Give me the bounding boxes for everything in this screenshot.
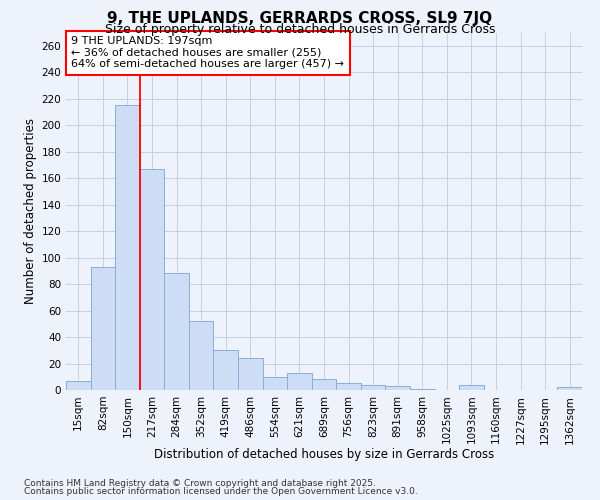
Bar (410, 388, 434, 390)
Bar (66, 380, 91, 390)
Bar (115, 106, 140, 390)
Bar (238, 358, 263, 390)
Text: Contains public sector information licensed under the Open Government Licence v3: Contains public sector information licen… (24, 487, 418, 496)
Bar (312, 380, 336, 390)
Bar (263, 377, 287, 390)
Bar (459, 384, 484, 390)
Text: 9, THE UPLANDS, GERRARDS CROSS, SL9 7JQ: 9, THE UPLANDS, GERRARDS CROSS, SL9 7JQ (107, 11, 493, 26)
Bar (361, 384, 385, 390)
Bar (287, 373, 312, 390)
Text: 9 THE UPLANDS: 197sqm
← 36% of detached houses are smaller (255)
64% of semi-det: 9 THE UPLANDS: 197sqm ← 36% of detached … (71, 36, 344, 70)
Text: Size of property relative to detached houses in Gerrards Cross: Size of property relative to detached ho… (105, 22, 495, 36)
Bar (189, 321, 214, 390)
Y-axis label: Number of detached properties: Number of detached properties (24, 118, 37, 304)
Bar (385, 386, 410, 390)
Bar (336, 384, 361, 390)
Bar (214, 350, 238, 390)
Text: Contains HM Land Registry data © Crown copyright and database right 2025.: Contains HM Land Registry data © Crown c… (24, 478, 376, 488)
Bar (91, 267, 115, 390)
Bar (140, 169, 164, 390)
Bar (557, 388, 582, 390)
Bar (164, 274, 189, 390)
X-axis label: Distribution of detached houses by size in Gerrards Cross: Distribution of detached houses by size … (154, 448, 494, 461)
